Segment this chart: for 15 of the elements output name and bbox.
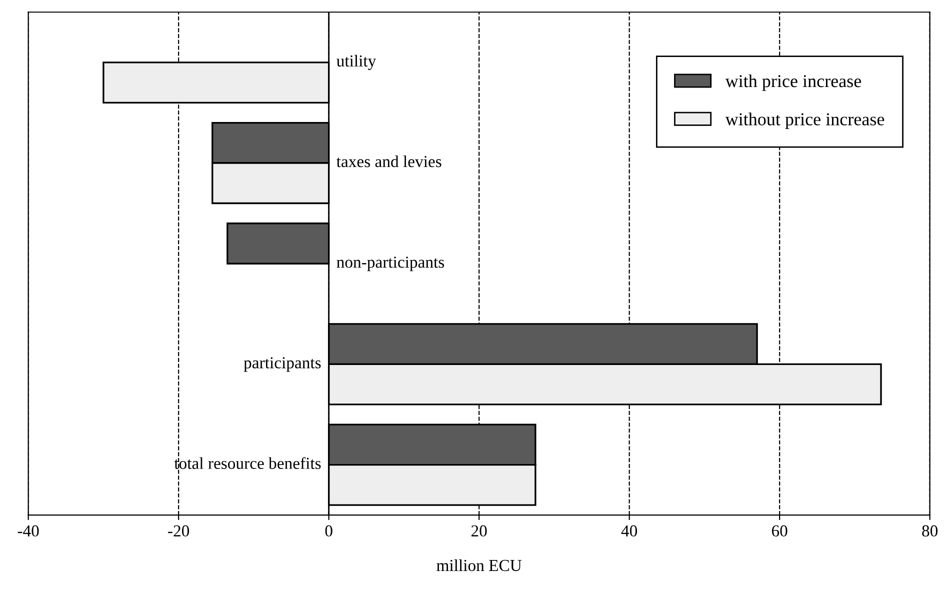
y-tick-label: utility	[336, 54, 376, 70]
x-tick-label: 60	[772, 525, 788, 537]
y-tick-label: taxes and levies	[336, 155, 442, 168]
legend-label: without price increase	[725, 112, 884, 130]
x-tick-label: -40	[18, 525, 39, 537]
legend-label: with price increase	[725, 74, 862, 91]
x-tick-label: 80	[922, 525, 938, 537]
x-axis-title: million ECU	[436, 559, 522, 572]
y-tick-label: non-participants	[336, 256, 444, 272]
y-tick-label: participants	[244, 357, 321, 372]
y-tick-label: total resource benefits	[174, 457, 321, 469]
x-tick-label: -20	[168, 525, 190, 537]
x-tick-label: 0	[325, 525, 332, 537]
x-tick-label: 20	[471, 525, 487, 537]
x-tick-label: 40	[621, 525, 638, 537]
